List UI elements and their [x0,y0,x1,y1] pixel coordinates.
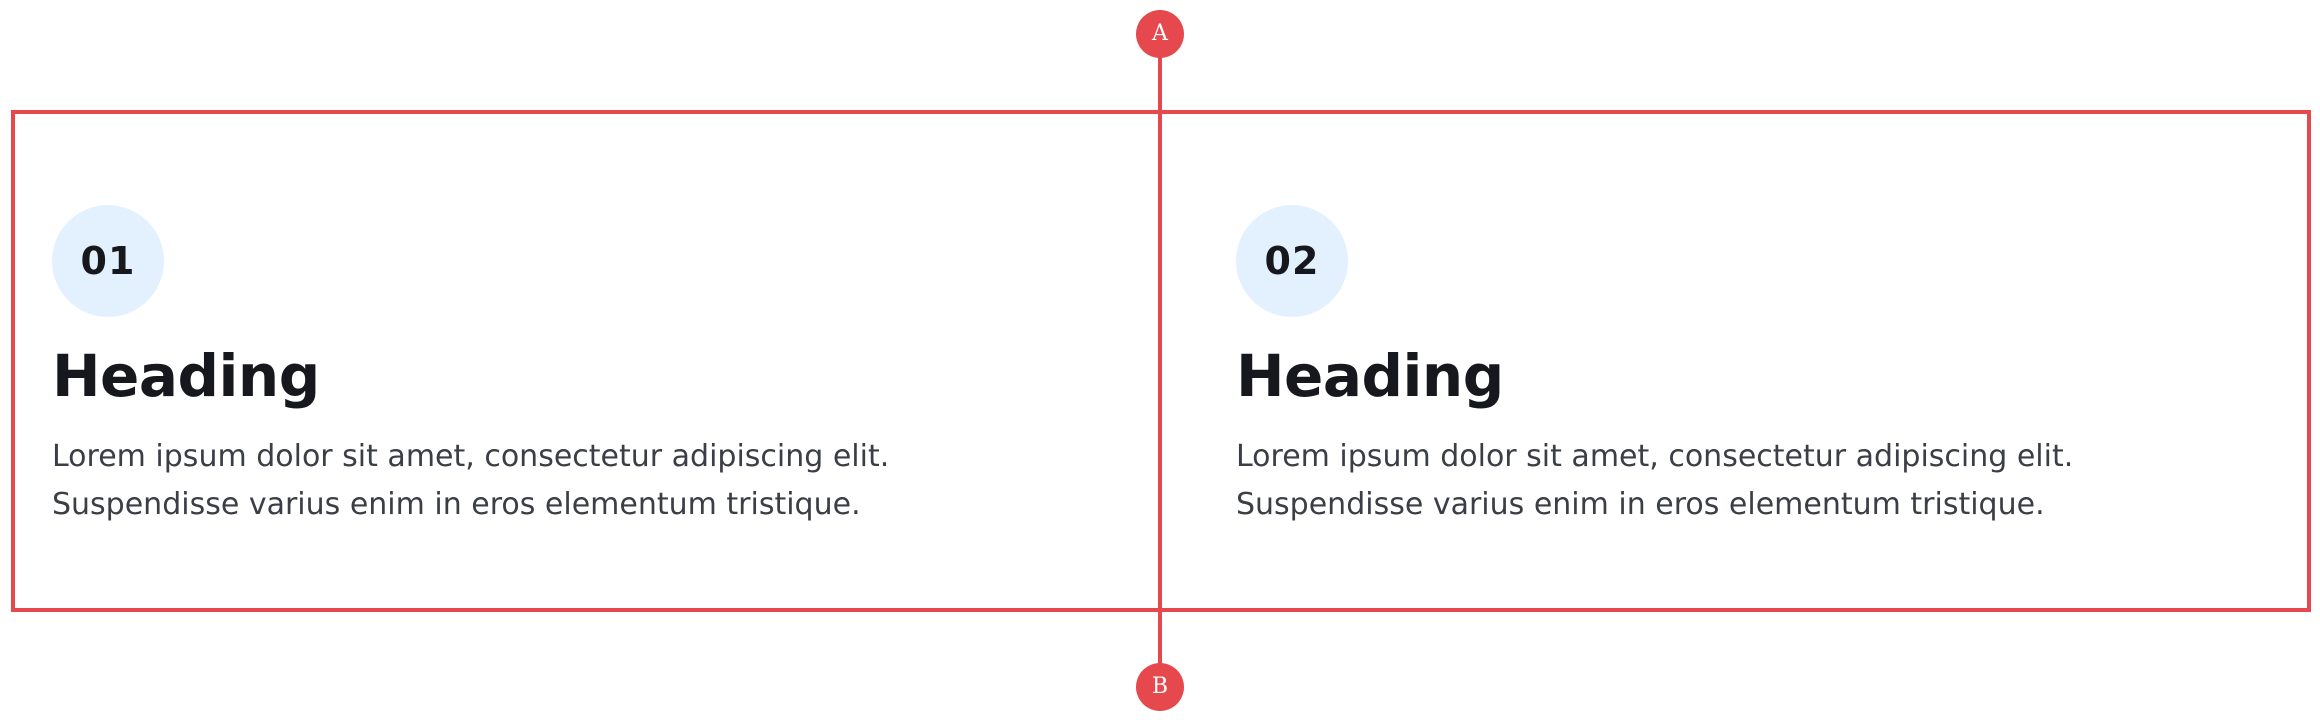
annotation-divider-line [1158,34,1162,686]
card-body-line: Suspendisse varius enim in eros elementu… [1236,486,2045,522]
card-heading: Heading [1236,342,1504,410]
card-body-line: Lorem ipsum dolor sit amet, consectetur … [52,438,890,474]
card-body-line: Suspendisse varius enim in eros elementu… [52,486,861,522]
card-body-line: Lorem ipsum dolor sit amet, consectetur … [1236,438,2074,474]
card-body-text: Lorem ipsum dolor sit amet, consectetur … [52,433,1052,529]
card-body-text: Lorem ipsum dolor sit amet, consectetur … [1236,433,2236,529]
number-badge: 02 [1236,205,1348,317]
annotation-marker-b: B [1136,663,1184,711]
card-heading: Heading [52,342,320,410]
number-badge: 01 [52,205,164,317]
feature-card-1: 01 Heading Lorem ipsum dolor sit amet, c… [52,205,1132,529]
annotation-marker-a: A [1136,10,1184,58]
feature-card-2: 02 Heading Lorem ipsum dolor sit amet, c… [1236,205,2316,529]
